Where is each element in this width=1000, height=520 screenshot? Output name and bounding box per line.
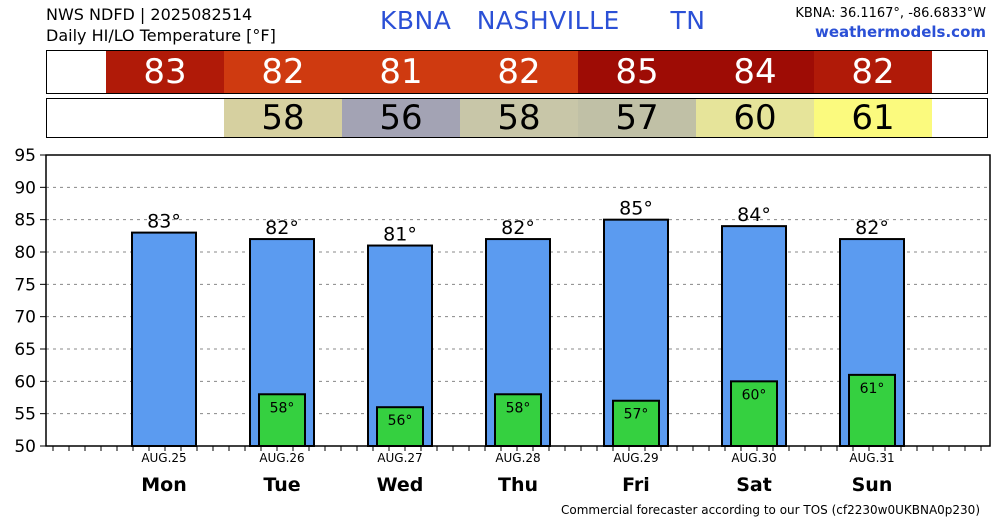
high-bar bbox=[131, 231, 197, 447]
low-temp-cell bbox=[106, 99, 224, 137]
low-bar bbox=[848, 373, 896, 447]
day-label: Mon bbox=[141, 474, 187, 496]
y-tick-label: 80 bbox=[14, 243, 36, 263]
footer-note: Commercial forecaster according to our T… bbox=[560, 503, 980, 517]
low-temp-cell: 60 bbox=[696, 99, 814, 137]
low-bar-label: 61° bbox=[860, 381, 885, 397]
header-info: NWS NDFD | 2025082514 Daily HI/LO Temper… bbox=[46, 4, 276, 46]
date-label: AUG.27 bbox=[377, 451, 422, 465]
product-subtitle: Daily HI/LO Temperature [°F] bbox=[46, 26, 276, 45]
y-tick-label: 85 bbox=[14, 211, 36, 231]
date-label: AUG.31 bbox=[849, 451, 894, 465]
day-label: Sun bbox=[852, 474, 893, 496]
high-bar-label: 81° bbox=[383, 224, 417, 246]
low-bar bbox=[258, 393, 306, 447]
high-bar-label: 83° bbox=[147, 211, 181, 233]
high-temp-cell: 82 bbox=[224, 51, 342, 93]
date-label: AUG.30 bbox=[731, 451, 776, 465]
y-tick-label: 65 bbox=[14, 340, 36, 360]
day-label: Sat bbox=[736, 474, 772, 496]
date-label: AUG.26 bbox=[259, 451, 304, 465]
low-temp-cell: 61 bbox=[814, 99, 932, 137]
low-bar bbox=[494, 393, 542, 447]
date-label: AUG.28 bbox=[495, 451, 540, 465]
y-tick-label: 55 bbox=[14, 405, 36, 425]
low-temp-cell: 58 bbox=[460, 99, 578, 137]
low-temp-cell: 58 bbox=[224, 99, 342, 137]
low-temp-cell: 56 bbox=[342, 99, 460, 137]
low-temp-strip: 58 56 58 57 60 61 bbox=[46, 98, 988, 138]
y-tick-label: 75 bbox=[14, 275, 36, 295]
high-bar-label: 82° bbox=[501, 217, 535, 239]
low-bar-label: 58° bbox=[506, 400, 531, 416]
high-bar-label: 85° bbox=[619, 198, 653, 220]
high-temp-cell: 82 bbox=[814, 51, 932, 93]
station-title: KBNA NASHVILLE TN bbox=[380, 6, 706, 35]
low-bar-label: 58° bbox=[270, 400, 295, 416]
y-tick-label: 60 bbox=[14, 372, 36, 392]
low-bar-label: 57° bbox=[624, 407, 649, 423]
station-coords: KBNA: 36.1167°, -86.6833°W bbox=[795, 6, 986, 21]
day-label: Tue bbox=[263, 474, 300, 496]
y-tick-label: 50 bbox=[14, 437, 36, 457]
low-temp-cell: 57 bbox=[578, 99, 696, 137]
high-temp-cell: 82 bbox=[460, 51, 578, 93]
day-label: Thu bbox=[498, 474, 538, 496]
high-temp-cell: 83 bbox=[106, 51, 224, 93]
day-label: Fri bbox=[622, 474, 650, 496]
header-right: KBNA: 36.1167°, -86.6833°W weathermodels… bbox=[795, 4, 986, 42]
low-bar bbox=[376, 406, 424, 448]
y-tick-label: 90 bbox=[14, 178, 36, 198]
low-bar-label: 56° bbox=[388, 413, 413, 429]
high-bar-label: 84° bbox=[737, 204, 771, 226]
high-bar-label: 82° bbox=[265, 217, 299, 239]
high-bar-label: 82° bbox=[855, 217, 889, 239]
date-label: AUG.25 bbox=[141, 451, 186, 465]
day-label: Wed bbox=[377, 474, 424, 496]
high-temp-cell: 85 bbox=[578, 51, 696, 93]
product-title: NWS NDFD | 2025082514 bbox=[46, 5, 253, 24]
date-label: AUG.29 bbox=[613, 451, 658, 465]
site-link[interactable]: weathermodels.com bbox=[814, 23, 986, 41]
high-temp-strip: 83 82 81 82 85 84 82 bbox=[46, 50, 988, 94]
low-bar bbox=[730, 380, 778, 448]
low-bar-label: 60° bbox=[742, 387, 767, 403]
y-tick-label: 70 bbox=[14, 308, 36, 328]
high-temp-cell: 81 bbox=[342, 51, 460, 93]
y-tick-label: 95 bbox=[14, 146, 36, 166]
low-bar bbox=[612, 399, 660, 448]
high-temp-cell: 84 bbox=[696, 51, 814, 93]
